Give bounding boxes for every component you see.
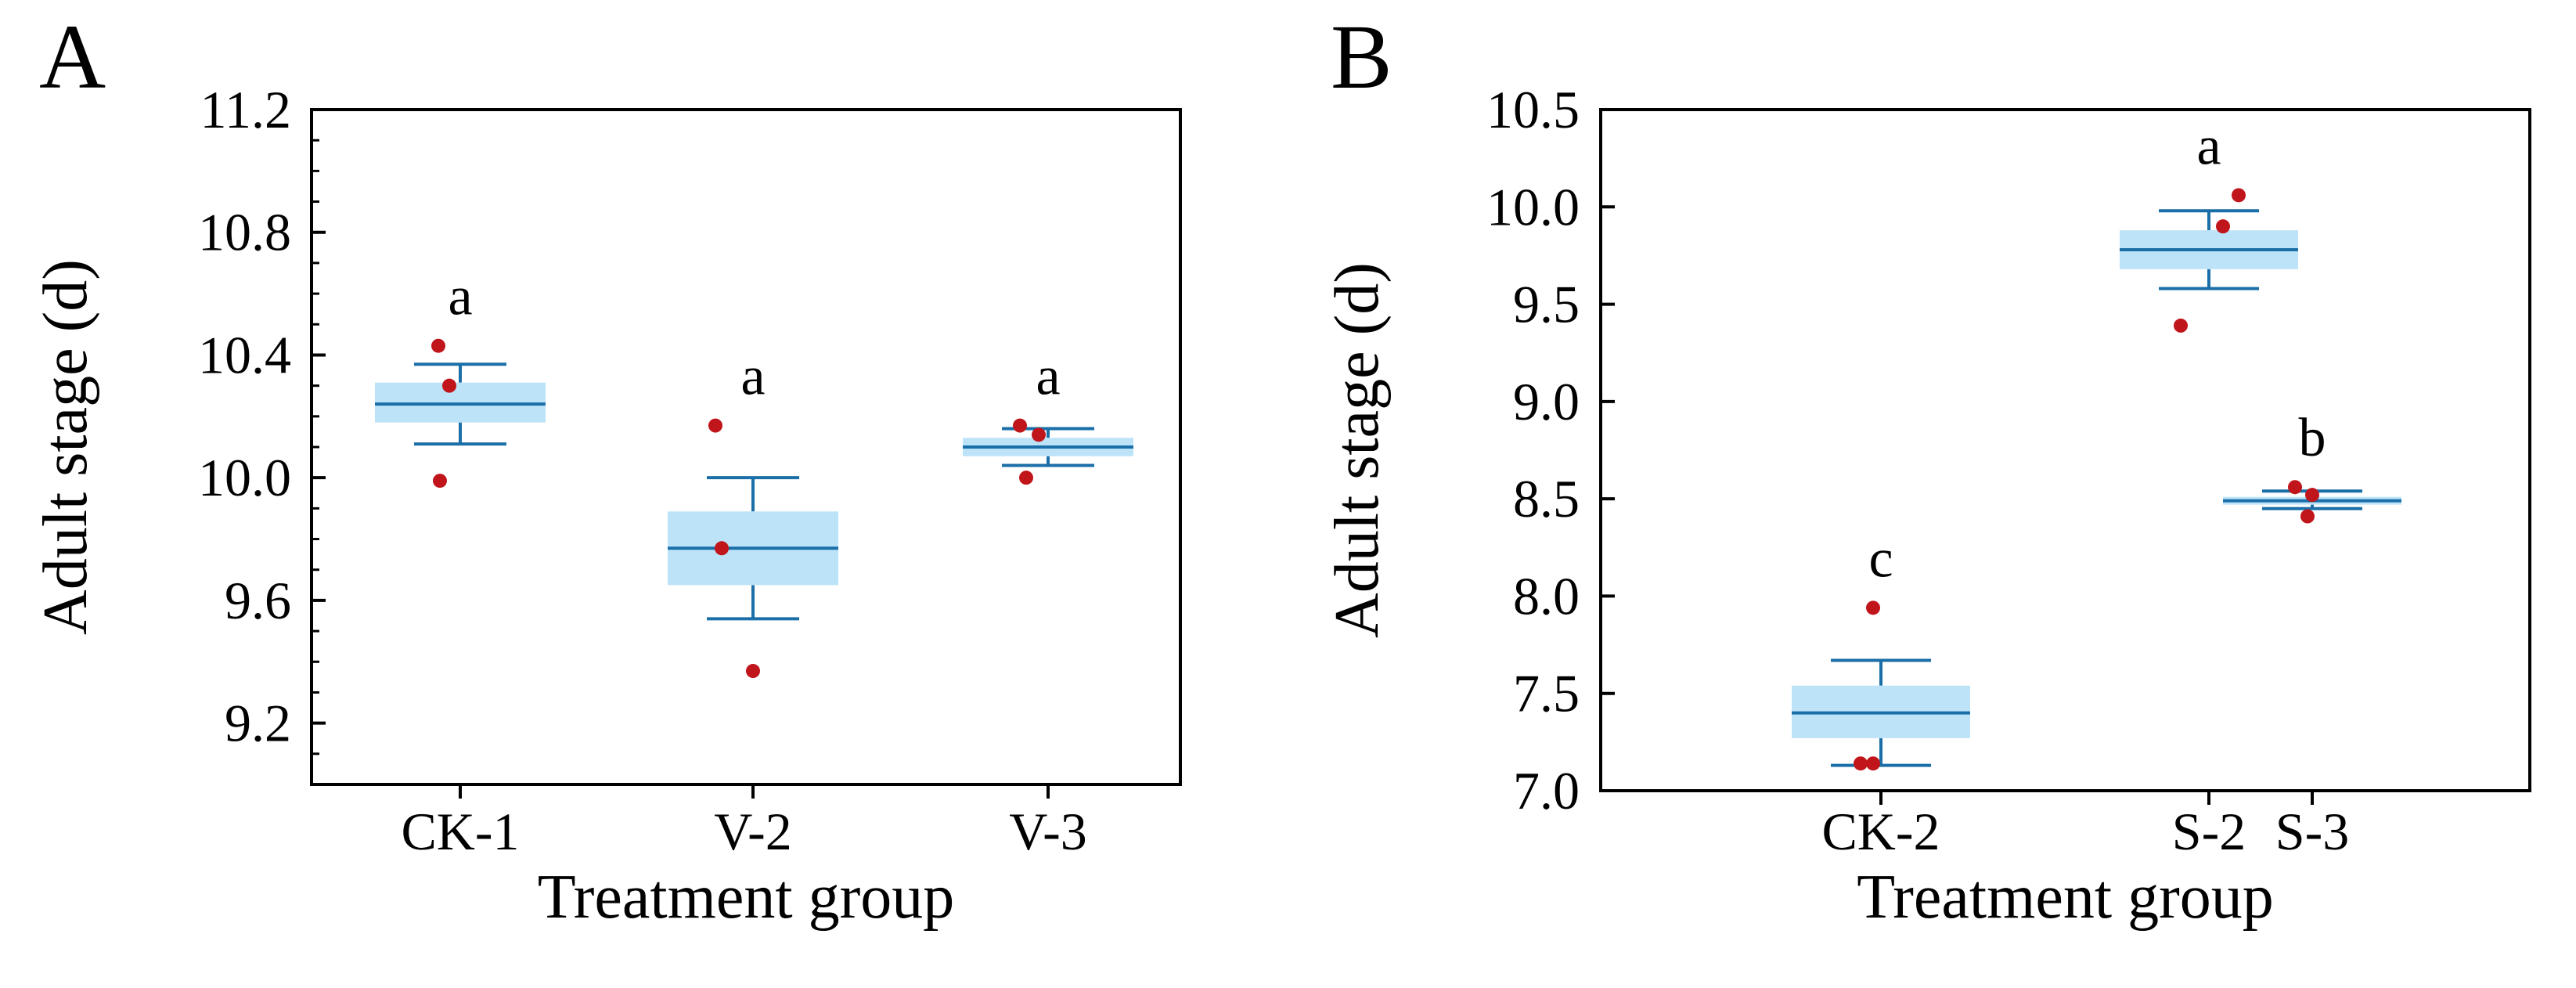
y-tick-label: 10.5 (1486, 80, 1580, 139)
x-tick-label: S-3 (2275, 802, 2349, 861)
data-point (442, 378, 456, 393)
y-tick-label: 9.2 (225, 694, 291, 753)
y-tick-label: 8.5 (1513, 469, 1580, 528)
data-point (1013, 418, 1027, 433)
x-tick-label: CK-2 (1821, 802, 1940, 861)
y-tick-label: 9.6 (225, 571, 291, 630)
x-axis-title: Treatment group (1857, 863, 2274, 932)
box-group-S-3: S-3 b (2223, 408, 2401, 861)
y-tick-label: 9.5 (1513, 275, 1580, 334)
box-group-CK-2: CK-2 c (1792, 528, 1970, 861)
data-point (2288, 480, 2302, 495)
box-group-CK-1: CK-1 a (375, 267, 546, 861)
box-group-V-2: V-2 a (668, 347, 838, 861)
data-point (708, 418, 722, 433)
data-point (1854, 756, 1868, 771)
x-tick-label: S-2 (2172, 802, 2246, 861)
data-point (1866, 756, 1880, 771)
data-point (431, 338, 445, 353)
x-tick-label: V-2 (714, 802, 792, 861)
chart-panel-B: B 7.0 7.5 8.0 8.5 9.0 9.5 10.0 10.5 Adult stage (… (1323, 5, 2531, 932)
data-point (715, 541, 729, 556)
box-group-V-3: V-3 a (963, 347, 1133, 861)
data-point (746, 664, 760, 679)
data-point (2232, 188, 2246, 203)
data-point (1019, 471, 1033, 485)
significance-letter: a (740, 347, 765, 407)
y-tick-label: 7.0 (1513, 761, 1580, 820)
data-point (433, 474, 447, 489)
significance-letter: a (2196, 116, 2221, 176)
x-axis-title: Treatment group (538, 863, 955, 932)
box-group-S-2: S-2 a (2120, 116, 2298, 861)
x-tick-label: V-3 (1009, 802, 1087, 861)
y-tick-label: 10.0 (1486, 177, 1580, 236)
data-point (2174, 318, 2188, 333)
y-tick-label: 11.2 (200, 80, 291, 139)
x-tick-label: CK-1 (401, 802, 519, 861)
y-axis-title: Adult stage (d) (1323, 262, 1392, 638)
panel-label: A (39, 5, 106, 108)
panel-label: B (1331, 5, 1392, 108)
significance-letter: c (1868, 528, 1893, 589)
data-point (1032, 427, 1046, 442)
y-tick-label: 10.8 (198, 203, 291, 262)
significance-letter: b (2299, 408, 2326, 468)
data-point (2305, 488, 2319, 503)
y-axis-title: Adult stage (d) (31, 259, 100, 635)
significance-letter: a (1036, 347, 1060, 407)
y-tick-label: 7.5 (1513, 664, 1580, 723)
data-point (2216, 219, 2230, 234)
y-tick-label: 8.0 (1513, 566, 1580, 626)
plot-frame (1599, 108, 2531, 792)
y-tick-label: 9.0 (1513, 372, 1580, 431)
y-tick-label: 10.4 (198, 325, 291, 384)
data-point (1866, 600, 1880, 615)
significance-letter: a (448, 267, 472, 327)
chart-panel-A: A 9.2 9.6 10.0 10.4 10.8 11.2 Adult stage (d) Tr… (31, 5, 1182, 932)
data-point (2300, 509, 2315, 524)
y-tick-label: 10.0 (198, 448, 291, 507)
